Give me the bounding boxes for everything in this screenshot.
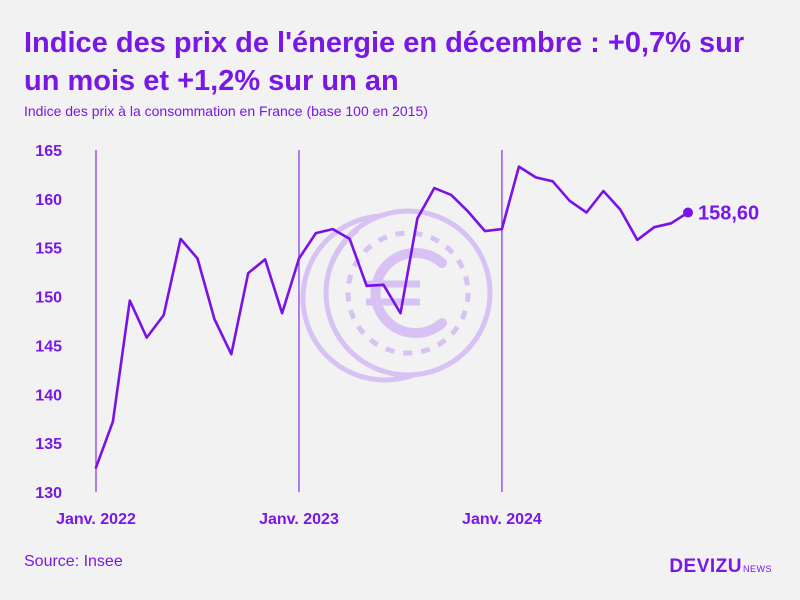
- y-tick-label: 140: [35, 387, 62, 404]
- y-tick-label: 135: [35, 436, 62, 453]
- y-tick-label: 130: [35, 485, 62, 502]
- chart-title: Indice des prix de l'énergie en décembre…: [24, 27, 745, 97]
- logo-main-text: DEVIZU: [669, 556, 742, 577]
- logo-sub-text: NEWS: [743, 564, 772, 574]
- y-tick-label: 165: [35, 143, 62, 160]
- y-tick-label: 150: [35, 290, 62, 307]
- y-tick-label: 145: [35, 338, 62, 355]
- euro-coin-icon: [300, 208, 493, 383]
- end-point-marker: [683, 207, 693, 218]
- x-gridlines: [95, 150, 503, 492]
- x-tick-label: Janv. 2024: [462, 511, 542, 528]
- brand-logo: DEVIZUNEWS: [669, 556, 772, 578]
- x-tick-label: Janv. 2023: [259, 511, 339, 528]
- y-tick-label: 155: [35, 241, 62, 258]
- x-tick-label: Janv. 2022: [56, 511, 136, 528]
- source-note: Source: Insee: [24, 553, 123, 570]
- end-value-label: 158,60: [698, 203, 759, 225]
- chart-subtitle: Indice des prix à la consommation en Fra…: [24, 103, 428, 119]
- x-axis: Janv. 2022 Janv. 2023 Janv. 2024: [56, 511, 542, 528]
- y-axis: 130 135 140 145 150 155 160 165: [35, 143, 62, 502]
- series-line-energy-index: [94, 165, 690, 469]
- y-tick-label: 160: [35, 192, 62, 209]
